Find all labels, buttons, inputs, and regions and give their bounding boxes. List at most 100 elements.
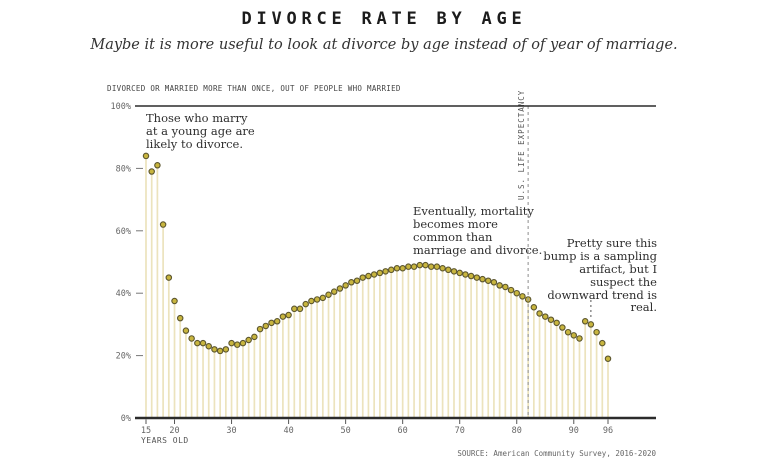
dot-age-77 <box>496 282 503 289</box>
dot-age-24 <box>194 339 201 347</box>
dot-age-46 <box>319 294 327 302</box>
dot-age-84 <box>536 310 543 317</box>
dot-age-93 <box>587 321 595 328</box>
dot-age-26 <box>205 342 212 350</box>
dot-age-51 <box>348 279 355 286</box>
dot-age-68 <box>445 266 452 274</box>
dot-age-89 <box>564 328 572 336</box>
x-tick-label-96: 96 <box>603 426 613 436</box>
dot-age-63 <box>416 261 424 269</box>
x-axis-label: YEARS OLD <box>141 436 189 445</box>
x-tick-label-15: 15 <box>141 426 151 436</box>
dot-age-44 <box>308 297 315 305</box>
dot-age-27 <box>211 346 218 353</box>
y-tick-label-60: 60% <box>116 227 131 237</box>
dot-age-58 <box>388 266 395 274</box>
dot-age-42 <box>296 305 304 313</box>
x-tick-label-20: 20 <box>169 426 179 436</box>
dot-age-53 <box>359 274 366 281</box>
dot-age-45 <box>313 296 321 303</box>
dot-age-19 <box>165 274 173 281</box>
dot-age-67 <box>439 264 446 272</box>
dot-age-76 <box>490 279 498 286</box>
dot-age-95 <box>599 339 606 347</box>
x-tick-label-40: 40 <box>283 426 293 436</box>
dot-age-22 <box>182 327 190 334</box>
x-tick-label-30: 30 <box>226 426 236 436</box>
dot-age-62 <box>410 263 418 270</box>
x-tick-label-70: 70 <box>455 426 465 436</box>
dot-age-38 <box>273 318 281 325</box>
dot-age-73 <box>473 274 481 281</box>
dot-age-31 <box>234 341 241 348</box>
y-tick-label-0: 0% <box>121 414 131 424</box>
y-tick-label-100: 100% <box>111 102 131 112</box>
dot-age-78 <box>502 283 509 291</box>
source-credit: SOURCE: American Community Survey, 2016-… <box>457 449 656 458</box>
dot-age-83 <box>530 303 538 311</box>
dot-age-29 <box>222 346 230 353</box>
dot-age-59 <box>393 264 401 272</box>
dot-age-33 <box>245 336 252 344</box>
dot-age-74 <box>479 275 486 283</box>
dot-age-85 <box>542 313 549 320</box>
dot-age-43 <box>302 300 309 308</box>
dot-age-94 <box>593 328 600 336</box>
dot-age-69 <box>450 268 458 275</box>
y-tick-label-40: 40% <box>116 289 131 299</box>
dot-age-57 <box>382 268 389 275</box>
dot-age-20 <box>171 297 178 305</box>
dot-age-80 <box>513 289 520 297</box>
dot-age-35 <box>256 325 264 333</box>
dot-age-23 <box>188 335 195 342</box>
annotation-mortality: Eventually, mortality becomes more commo… <box>413 204 543 257</box>
dot-age-39 <box>279 313 287 320</box>
dot-age-18 <box>159 221 167 228</box>
dot-age-48 <box>330 288 338 295</box>
dot-age-15 <box>142 152 150 160</box>
dot-age-49 <box>336 285 344 292</box>
annotation-sampling-bump: Pretty sure this bump is a sampling arti… <box>543 236 657 315</box>
dot-age-88 <box>559 324 566 331</box>
dot-age-25 <box>199 339 207 347</box>
dot-age-72 <box>467 272 475 280</box>
dot-age-71 <box>462 271 469 278</box>
dot-age-52 <box>353 277 361 284</box>
dot-age-81 <box>519 293 526 300</box>
dot-age-65 <box>427 263 435 270</box>
dot-age-36 <box>262 322 270 330</box>
dot-age-61 <box>405 263 412 270</box>
dot-age-47 <box>325 291 332 299</box>
dot-age-30 <box>228 339 235 347</box>
dot-age-87 <box>553 319 560 327</box>
dot-age-40 <box>285 311 292 319</box>
dot-age-66 <box>433 263 441 270</box>
dot-age-60 <box>399 264 406 272</box>
dot-age-17 <box>154 162 161 169</box>
dot-age-55 <box>370 271 378 278</box>
dot-age-41 <box>291 305 298 313</box>
chart-title: DIVORCE RATE BY AGE <box>241 9 527 29</box>
dot-age-92 <box>581 318 589 325</box>
y-axis-caption: DIVORCED OR MARRIED MORE THAN ONCE, OUT … <box>107 84 401 93</box>
dot-age-37 <box>268 319 275 327</box>
dot-age-54 <box>365 272 372 280</box>
y-tick-label-80: 80% <box>116 164 131 174</box>
dot-age-50 <box>342 282 349 289</box>
x-tick-label-90: 90 <box>569 426 579 436</box>
dot-age-86 <box>547 316 555 323</box>
x-tick-label-50: 50 <box>341 426 351 436</box>
dot-age-21 <box>176 314 184 322</box>
y-tick-label-20: 20% <box>116 352 131 362</box>
dot-age-34 <box>251 333 258 341</box>
dot-age-96 <box>604 355 612 362</box>
life-expectancy-label: U.S. LIFE EXPECTANCY <box>517 90 526 200</box>
chart-subtitle: Maybe it is more useful to look at divor… <box>90 37 678 53</box>
dot-age-16 <box>148 168 155 175</box>
dot-age-79 <box>507 286 515 294</box>
x-tick-label-80: 80 <box>512 426 522 436</box>
x-tick-label-60: 60 <box>398 426 408 436</box>
annotation-young-marriage: Those who marry at a young age are likel… <box>146 111 255 151</box>
